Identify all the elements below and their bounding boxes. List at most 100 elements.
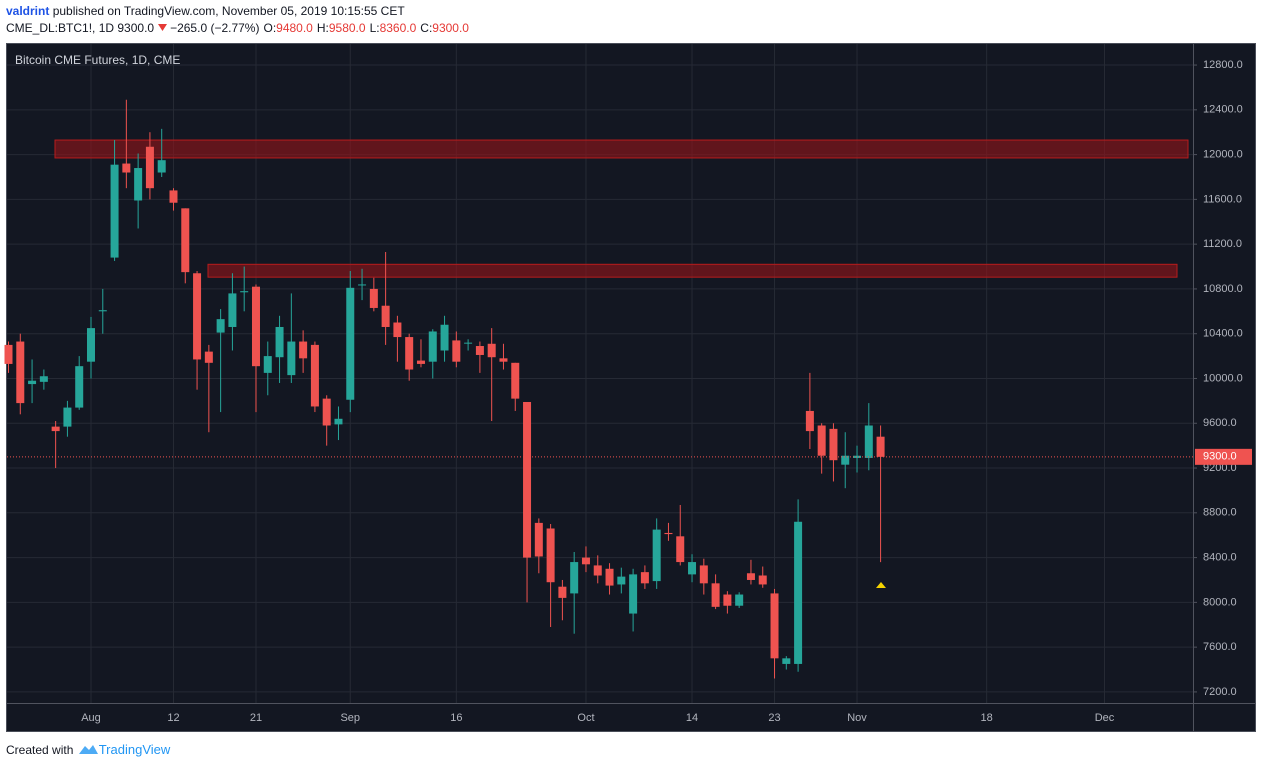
candle-body (817, 425, 826, 456)
x-tick-label: Oct (577, 712, 594, 724)
candle-body (416, 360, 425, 364)
candle-body (523, 401, 532, 558)
candle-body (358, 284, 367, 286)
candle-body (299, 341, 308, 359)
candle-body (228, 293, 237, 327)
y-tick-label: 7600.0 (1203, 641, 1237, 653)
ohlc-value: 9580.0 (328, 21, 366, 35)
last-price-box (1195, 448, 1252, 465)
x-tick-label: 14 (686, 712, 698, 724)
candle-body (16, 341, 25, 404)
candle-body (193, 273, 202, 360)
candle-body (204, 351, 213, 363)
published: published on TradingView.com, November 0… (52, 4, 405, 18)
candle-body (322, 398, 331, 426)
candle-body (853, 455, 862, 458)
candle-body (464, 342, 473, 344)
y-tick-label: 11600.0 (1203, 193, 1242, 205)
candle-body (369, 288, 378, 308)
candle-body (287, 341, 296, 376)
zones (54, 139, 1189, 278)
candle-body (758, 575, 767, 585)
candle-body (393, 322, 402, 338)
candle-body (122, 163, 131, 173)
x-tick-label: 21 (250, 712, 262, 724)
candle-body (581, 557, 590, 565)
candle-body (263, 356, 272, 373)
candle-body (558, 586, 567, 598)
last-price-label: 9300.0 (1203, 451, 1237, 463)
candle-body (629, 574, 638, 614)
x-tick-label: Dec (1095, 712, 1115, 724)
header-quote: CME_DL:BTC1!, 1D 9300.0 −265.0 (−2.77%) O:… (6, 21, 469, 35)
y-tick-label: 12000.0 (1203, 149, 1243, 161)
candles (4, 99, 885, 679)
candle-body (664, 532, 673, 535)
candle-body (688, 562, 697, 575)
last-price: 9300.0 (117, 21, 155, 35)
candle-body (28, 380, 37, 385)
candle-body (746, 573, 755, 580)
y-tick-label: 8800.0 (1203, 507, 1237, 519)
candle-body (723, 594, 732, 606)
candle-body (405, 337, 414, 370)
candle-body (334, 418, 343, 425)
candle-body (452, 340, 461, 362)
ohlc-key: O: (263, 21, 277, 35)
down-arrow (158, 24, 168, 31)
candle-body (169, 190, 178, 203)
candle-body (652, 529, 661, 582)
candle-body (346, 287, 355, 400)
ohlc-key: H: (316, 21, 329, 35)
candle-body (864, 425, 873, 458)
brand[interactable]: TradingView (98, 742, 171, 757)
candle-body (699, 565, 708, 584)
candle-body (310, 344, 319, 407)
candle-body (546, 528, 555, 583)
candle-body (782, 658, 791, 664)
x-tick-label: Nov (847, 712, 867, 724)
axes: 7200.0 7600.0 8000.0 8400.0 8800.0 9200.0 9600… (7, 59, 1252, 724)
candle-body (617, 576, 626, 585)
y-tick-label: 11200.0 (1203, 238, 1242, 250)
candle-body (711, 583, 720, 607)
y-tick-label: 8400.0 (1203, 551, 1237, 563)
y-tick-label: 12800.0 (1203, 59, 1243, 71)
footer-text: Created with (6, 743, 74, 757)
candle-body (605, 568, 614, 586)
y-tick-label: 10800.0 (1203, 283, 1243, 295)
candle-body (487, 343, 496, 358)
candle-body (511, 362, 520, 399)
candle-body (157, 160, 166, 173)
candle-body (381, 305, 390, 327)
candle-body (829, 428, 838, 461)
candle-body (86, 328, 95, 362)
author[interactable]: valdrint (6, 4, 50, 18)
y-tick-label: 10000.0 (1203, 372, 1243, 384)
candle-body (805, 410, 814, 432)
candle-body (181, 208, 190, 273)
candle-body (275, 326, 284, 358)
ohlc-value: 9480.0 (276, 21, 313, 35)
candle-body (51, 426, 60, 432)
ohlc-value: 8360.0 (379, 21, 417, 35)
candle-body (428, 331, 437, 362)
y-tick-label: 12400.0 (1203, 104, 1243, 116)
candle-body (240, 291, 249, 293)
candle-body (216, 319, 225, 333)
x-tick-label: 12 (167, 712, 179, 724)
candle-body (4, 344, 13, 364)
chart-title: Bitcoin CME Futures, 1D, CME (15, 53, 180, 67)
logo (78, 745, 98, 754)
candle-body (75, 366, 84, 408)
signal-marker (876, 582, 886, 588)
footer: Created with TradingView (6, 742, 170, 757)
x-tick-label: 16 (450, 712, 462, 724)
x-tick-label: Aug (81, 712, 101, 724)
candle-body (499, 358, 508, 362)
candle-body (640, 572, 649, 584)
candle-body (841, 455, 850, 465)
zone (207, 263, 1178, 278)
candle-body (98, 310, 107, 312)
